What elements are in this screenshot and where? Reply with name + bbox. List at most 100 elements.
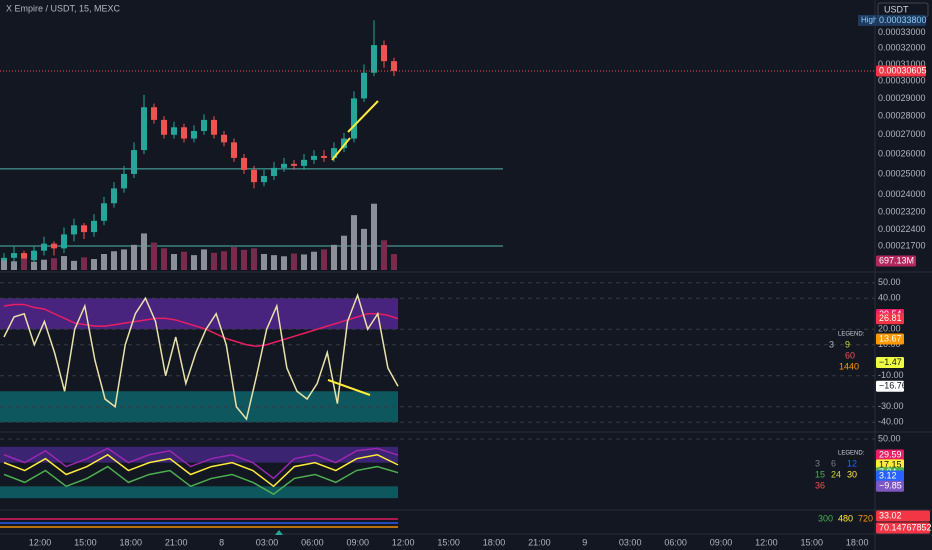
candle-body (11, 253, 17, 258)
volume-bar (11, 261, 17, 270)
candle-body (31, 250, 37, 261)
time-label: 06:00 (301, 537, 324, 547)
time-label: 18:00 (120, 537, 143, 547)
volume-bar (81, 257, 87, 270)
price-label-box (876, 65, 926, 77)
legend-item: 60 (845, 350, 855, 360)
candle-body (351, 98, 357, 139)
volume-bar (151, 242, 157, 270)
high-tag: High (861, 16, 877, 25)
time-label: 15:00 (437, 537, 460, 547)
legend-item: 12 (847, 458, 857, 468)
volume-bar (191, 255, 197, 270)
y-tick-label: 0.00025000 (878, 168, 926, 178)
volume-bar (311, 251, 317, 270)
y-tick-label: 50.00 (878, 277, 901, 287)
legend-title: LEGEND: (838, 332, 865, 338)
price-label: 33.02 (879, 510, 902, 520)
candle-body (311, 155, 317, 160)
price-label: 0.00030605 (879, 65, 927, 75)
volume-bar (121, 249, 127, 270)
price-label: −9.85 (879, 481, 902, 491)
volume-bar (261, 254, 267, 270)
candle-body (151, 107, 157, 120)
ribbon (0, 526, 398, 528)
volume-bar (21, 258, 27, 270)
price-label-box (876, 510, 930, 522)
legend-item: 30 (847, 469, 857, 479)
volume-bar (101, 254, 107, 270)
y-tick-label: 40.00 (878, 293, 901, 303)
time-label: 8 (219, 537, 224, 547)
volume-bar (351, 215, 357, 270)
time-label: 03:00 (619, 537, 642, 547)
y-tick-label: 0.00032000 (878, 43, 926, 53)
time-label: 15:00 (74, 537, 97, 547)
price-label: 3.12 (879, 470, 897, 480)
y-tick-label: 0.00023200 (878, 206, 926, 216)
volume-bar (321, 249, 327, 270)
time-label: 21:00 (165, 537, 188, 547)
candle-body (271, 167, 277, 176)
legend-item: 3 (829, 339, 834, 349)
price-label: 697.13M (879, 255, 914, 265)
indicator-line (3, 453, 399, 488)
y-tick-label: 0.00027000 (878, 129, 926, 139)
volume-bar (211, 252, 217, 270)
price-label: 17.15 (879, 459, 902, 469)
volume-bar (171, 254, 177, 270)
candle-body (211, 119, 217, 135)
time-label: 21:00 (528, 537, 551, 547)
volume-bar (371, 203, 377, 270)
trend-drawing (327, 379, 371, 396)
volume-bar (391, 254, 397, 270)
band (0, 298, 398, 330)
y-tick-label: 20.00 (878, 324, 901, 334)
candle-body (391, 61, 397, 71)
legend-item: 6 (831, 458, 836, 468)
candle-body (381, 45, 387, 62)
price-label-box (876, 313, 904, 325)
y-tick-label: -40.00 (878, 417, 904, 427)
price-label-box (876, 357, 904, 369)
candle-body (1, 257, 7, 263)
time-marker (275, 530, 283, 535)
price-label: −16.76 (879, 381, 907, 391)
currency[interactable]: USDT (884, 4, 909, 14)
time-label: 9 (582, 537, 587, 547)
candle-body (91, 220, 97, 233)
price-label: −1.47 (879, 357, 902, 367)
price-label-box (876, 380, 904, 392)
volume-bar (291, 253, 297, 270)
time-label: 12:00 (392, 537, 415, 547)
candle-body (111, 188, 117, 204)
candle-body (191, 131, 197, 139)
candle-body (281, 163, 287, 168)
chart-title: X Empire / USDT, 15, MEXC (6, 3, 121, 13)
candle-body (141, 107, 147, 151)
period-label: 720 (858, 513, 873, 523)
volume-bar (141, 233, 147, 270)
legend-item: 9 (845, 339, 850, 349)
ribbon (0, 522, 398, 524)
high-tag-box (858, 14, 878, 26)
time-label: 03:00 (256, 537, 279, 547)
volume-bar (241, 249, 247, 270)
candle-body (131, 150, 137, 174)
price-label-box (876, 522, 930, 534)
price-label: 70.14767852 (879, 522, 932, 532)
indicator-line (3, 465, 399, 496)
candle-body (21, 253, 27, 261)
candle-body (101, 203, 107, 221)
volume-bar (231, 247, 237, 270)
price-label: 0.00033800 (879, 15, 927, 25)
trend-drawing (331, 137, 351, 161)
candle-body (181, 127, 187, 139)
volume-bar (111, 251, 117, 270)
legend-item: 24 (831, 469, 841, 479)
y-tick-label: -10.00 (878, 370, 904, 380)
price-label-box (876, 14, 926, 26)
band (0, 446, 398, 463)
